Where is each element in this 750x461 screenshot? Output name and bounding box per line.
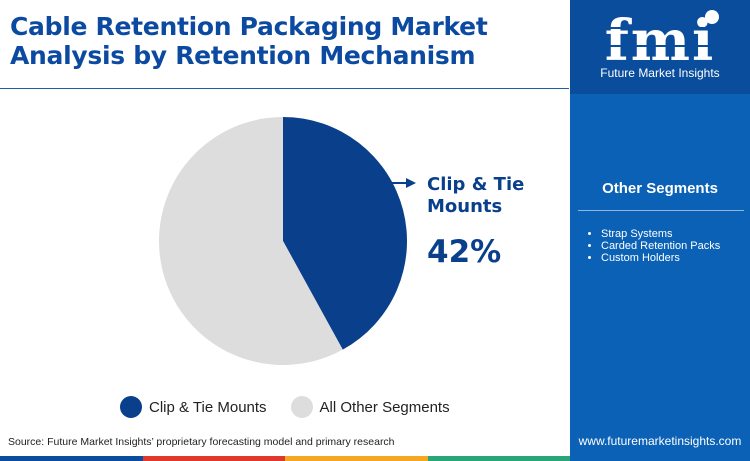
list-item: Custom Holders [601,252,720,264]
logo-panel: fmi Future Market Insights [570,0,750,94]
chart-title: Cable Retention Packaging Market Analysi… [10,12,488,70]
legend-label-clip-tie: Clip & Tie Mounts [149,398,267,416]
logo-text: fmi [605,8,716,66]
bottom-color-bar [0,456,570,461]
other-segments-list: Strap Systems Carded Retention Packs Cus… [582,228,720,264]
legend-swatch-clip-tie [120,396,142,418]
logo-caption: Future Market Insights [600,66,720,80]
segments-divider [578,210,744,211]
pie-slice-1 [158,117,343,365]
legend-item-other: All Other Segments [290,396,450,418]
legend: Clip & Tie Mounts All Other Segments [120,395,474,419]
callout-value: 42% [427,234,502,270]
legend-item-clip-tie: Clip & Tie Mounts [120,396,267,418]
other-segments-heading: Other Segments [602,180,718,197]
legend-swatch-other [290,396,313,418]
fmi-logo: fmi [598,8,722,66]
list-item: Strap Systems [601,228,720,240]
callout-label: Clip & Tie Mounts [427,174,525,217]
callout-arrow [390,178,416,188]
list-item: Carded Retention Packs [601,240,720,252]
title-divider [0,88,569,89]
legend-label-other: All Other Segments [319,398,450,416]
website-link[interactable]: www.futuremarketinsights.com [578,434,742,448]
pie-slice-0 [283,117,407,350]
pie-chart [158,117,416,365]
source-note: Source: Future Market Insights’ propriet… [8,436,395,448]
globe-icon [705,10,719,24]
sidebar: fmi Future Market Insights Other Segment… [570,0,750,461]
